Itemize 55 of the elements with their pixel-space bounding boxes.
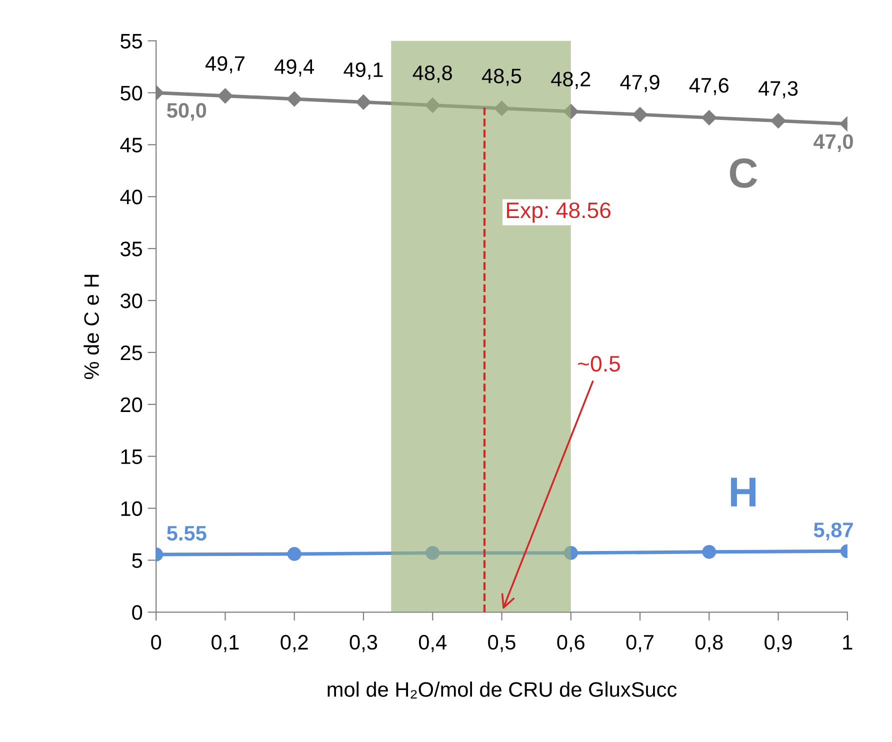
point — [287, 547, 302, 561]
point — [563, 104, 578, 120]
x-tick-label: 0,5 — [488, 634, 516, 652]
data-label: 47,9 — [620, 74, 660, 92]
x-tick-label: 0 — [151, 634, 162, 650]
y-tick-label: 55 — [120, 34, 142, 49]
point — [702, 110, 717, 126]
point — [494, 100, 510, 116]
y-tick-label: 20 — [120, 397, 142, 412]
point — [425, 98, 440, 113]
data-label: 49,1 — [344, 62, 383, 80]
y-tick-label: 25 — [120, 345, 142, 360]
y-tick-label: 40 — [120, 190, 142, 204]
data-label: 5,87 — [814, 522, 853, 540]
annotation: ~0.5 — [578, 356, 620, 372]
y-tick-label: 30 — [120, 294, 142, 308]
x-tick-label: 0,2 — [280, 634, 308, 652]
point — [426, 546, 440, 560]
x-tick-label: 0,6 — [557, 634, 584, 652]
point — [564, 546, 578, 560]
data-label: 49,7 — [205, 56, 244, 74]
x-tick-label: 0,7 — [626, 634, 654, 652]
series-label: C — [730, 158, 758, 188]
y-tick-label: 45 — [120, 138, 142, 152]
y-tick-label: 5 — [132, 553, 142, 568]
annotation: Exp: 48.56 — [507, 202, 610, 223]
x-tick-label: 1 — [843, 635, 852, 650]
point — [702, 544, 716, 559]
y-tick-label: 50 — [120, 86, 142, 101]
series-label: H — [730, 478, 756, 506]
y-tick-label: 0 — [132, 605, 142, 620]
x-tick-label: 0,8 — [695, 634, 723, 652]
point — [286, 91, 302, 107]
data-label: 50,0 — [167, 103, 206, 121]
data-label: 5.55 — [167, 526, 206, 541]
x-tick-label: 0,3 — [350, 634, 378, 652]
y-tick-label: 35 — [120, 242, 142, 256]
data-label: 47,0 — [814, 134, 853, 152]
data-label: 48,5 — [482, 68, 522, 86]
y-axis-title: % de C e H — [84, 274, 99, 379]
x-tick-label: 0,1 — [212, 634, 239, 652]
data-label: 47,6 — [689, 78, 728, 96]
point — [770, 113, 786, 128]
x-tick-label: 0,9 — [764, 634, 792, 652]
point — [356, 94, 372, 110]
x-tick-label: 0,4 — [418, 634, 446, 652]
y-tick-label: 15 — [121, 450, 142, 464]
data-label: 48,8 — [412, 66, 452, 83]
point — [632, 106, 648, 122]
point — [218, 88, 233, 104]
data-label: 47,3 — [758, 81, 798, 98]
y-tick-label: 10 — [121, 501, 142, 516]
data-label: 49,4 — [274, 59, 314, 76]
data-label: 48,2 — [551, 72, 590, 89]
x-axis-title: mol de H₂O/mol de CRU de GluxSucc — [328, 682, 677, 698]
